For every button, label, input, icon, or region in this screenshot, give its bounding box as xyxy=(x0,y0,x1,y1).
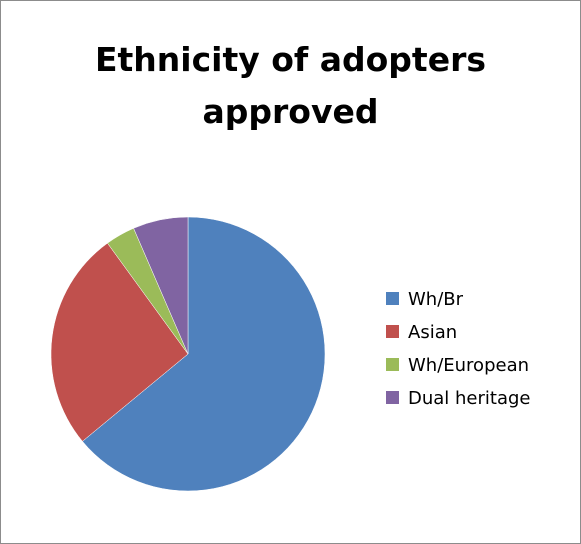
legend: Wh/Br Asian Wh/European Dual heritage xyxy=(386,289,531,409)
legend-swatch-wh-br xyxy=(386,292,399,305)
legend-swatch-asian xyxy=(386,325,399,338)
chart-title-line-1: Ethnicity of adopters xyxy=(94,40,487,79)
pie-slice-dual-heritage xyxy=(133,216,189,355)
legend-swatch-dual-heritage xyxy=(386,391,399,404)
legend-label-wh-br: Wh/Br xyxy=(408,289,464,310)
legend-label-wh-european: Wh/European xyxy=(408,355,529,376)
pie-slice-wh-br xyxy=(82,216,326,492)
legend-label-dual-heritage: Dual heritage xyxy=(408,388,531,409)
legend-swatch-wh-european xyxy=(386,358,399,371)
pie-slices xyxy=(50,216,326,492)
pie-slice-asian xyxy=(50,242,189,442)
chart-title: Ethnicity of adopters approved xyxy=(0,34,581,138)
chart-title-line-2: approved xyxy=(202,92,379,131)
legend-label-asian: Asian xyxy=(408,322,457,343)
